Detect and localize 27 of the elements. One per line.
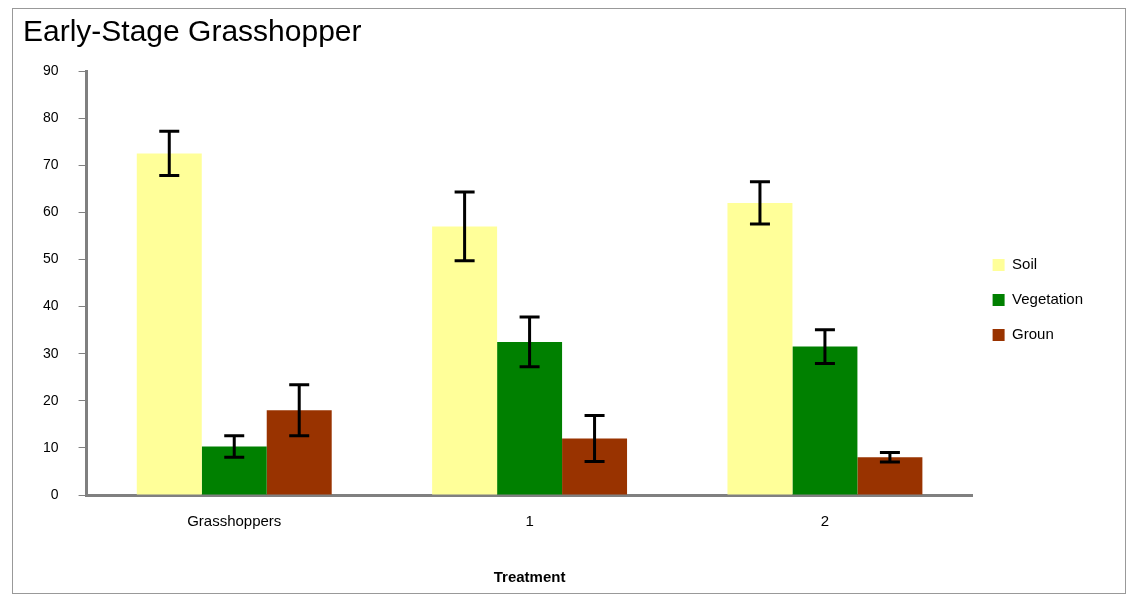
y-tick-label: 60 <box>42 203 59 220</box>
y-tick-label: 0 <box>50 485 59 502</box>
legend-label: Soil <box>1012 255 1038 273</box>
y-tick-label: 40 <box>42 297 59 314</box>
bar <box>562 438 628 495</box>
bar <box>201 446 267 495</box>
y-tick-label: 20 <box>42 391 59 408</box>
y-tick-label: 70 <box>42 156 59 173</box>
x-tick-label: Grasshoppers <box>187 512 282 530</box>
bar <box>432 226 498 495</box>
y-tick-label: 10 <box>42 438 59 455</box>
bar <box>857 457 923 495</box>
bar <box>266 410 332 495</box>
legend-label: Vegetation <box>1012 290 1084 308</box>
bar <box>727 202 793 495</box>
y-tick-label: 30 <box>42 344 59 361</box>
x-axis-title: Treatment <box>493 568 566 586</box>
chart-title: Early-Stage Grasshopper <box>23 14 362 48</box>
y-tick-label: 50 <box>42 250 59 267</box>
x-tick-label: 1 <box>525 512 534 530</box>
bar <box>497 341 563 495</box>
bar <box>136 153 202 495</box>
y-tick-label: 90 <box>42 61 59 78</box>
bar <box>792 346 858 495</box>
y-tick-label: 80 <box>42 108 59 125</box>
legend-label: Groun <box>1012 325 1054 343</box>
x-tick-label: 2 <box>820 512 830 530</box>
